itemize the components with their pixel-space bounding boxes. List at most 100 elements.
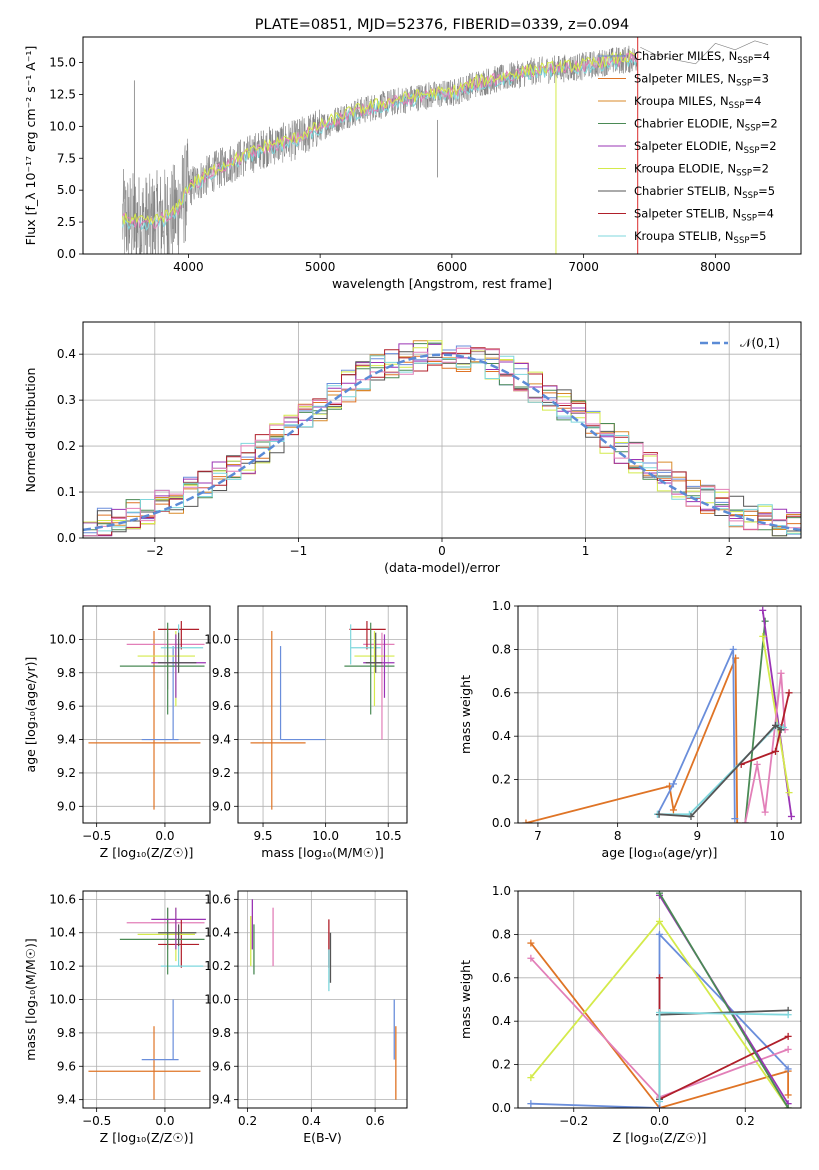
histogram-step xyxy=(83,347,801,537)
x-tick-label: 0.0 xyxy=(155,1114,174,1128)
axes-overlay: −0.2 0.0 0.2 0.0 0.2 0.4 0.6 0.8 1.0 Z [log₁₀(Z/Z… xyxy=(458,884,802,1145)
legend-subscript: SSP xyxy=(736,169,752,179)
x-tick-label: 6000 xyxy=(437,260,468,274)
panel-spectrum: 4000 5000 6000 7000 8000 0.0 2.5 5.0 7.5 10.0 12.5… xyxy=(23,17,802,291)
y-tick-label: 0.4 xyxy=(57,347,76,361)
y-axis-label: mass weight xyxy=(458,960,473,1039)
legend-count: =2 xyxy=(752,162,769,176)
x-tick-label: 7 xyxy=(534,829,542,843)
weight-line xyxy=(744,673,786,823)
legend-label: Kroupa STELIB, NSSP=5 xyxy=(634,229,766,246)
y-tick-label: 1.0 xyxy=(492,599,511,613)
y-tick-label: 10.2 xyxy=(204,959,231,973)
x-axis-label: age [log₁₀(age/yr)] xyxy=(602,845,718,860)
x-tick-label: −1 xyxy=(290,544,308,558)
axes-overlay: 4000 5000 6000 7000 8000 0.0 2.5 5.0 7.5 10.0 12.5… xyxy=(23,17,802,291)
x-tick-label: 0.6 xyxy=(366,1114,385,1128)
x-tick-label: 1 xyxy=(582,544,590,558)
y-tick-label: 10.6 xyxy=(204,892,231,906)
y-axis-label: age [log₁₀(age/yr)] xyxy=(23,657,38,773)
y-tick-label: 9.4 xyxy=(57,733,76,747)
y-tick-label: 15.0 xyxy=(49,56,76,70)
x-tick-label: 0.4 xyxy=(302,1114,321,1128)
legend-subscript: SSP xyxy=(745,124,761,134)
y-tick-label: 0.1 xyxy=(57,485,76,499)
y-tick-label: 0.0 xyxy=(57,247,76,261)
y-tick-label: 10.0 xyxy=(204,993,231,1007)
y-tick-label: 0.8 xyxy=(492,927,511,941)
legend-subscript: SSP xyxy=(744,146,760,156)
panel-mass-vs-Z: −0.5 0.0 9.4 9.6 9.8 10.0 10.2 10.4 10.6 Z [log₁₀… xyxy=(23,890,211,1145)
y-axis-label: mass weight xyxy=(458,675,473,754)
x-tick-label: 10.0 xyxy=(312,829,339,843)
x-tick-label: 0.2 xyxy=(238,1114,257,1128)
legend-label: Kroupa ELODIE, NSSP=2 xyxy=(634,162,769,179)
y-tick-label: 7.5 xyxy=(57,151,76,165)
weight-line xyxy=(530,942,789,1108)
y-tick-label: 0.2 xyxy=(492,773,511,787)
legend-count: =5 xyxy=(749,229,766,243)
legend-count: =4 xyxy=(744,94,761,108)
x-tick-label: −0.5 xyxy=(82,1114,111,1128)
model-spectrum xyxy=(122,55,637,231)
x-axis-label: Z [log₁₀(Z/Z☉)] xyxy=(100,845,194,860)
y-tick-label: 9.4 xyxy=(57,1093,76,1107)
y-tick-label: 0.4 xyxy=(492,1014,511,1028)
legend-count: =4 xyxy=(753,49,770,63)
legend-item: Chabrier ELODIE, NSSP=2 xyxy=(598,117,778,134)
y-tick-label: 10.4 xyxy=(49,926,76,940)
legend-label: Chabrier STELIB, NSSP=5 xyxy=(634,184,775,201)
y-tick-label: 9.8 xyxy=(57,1026,76,1040)
y-tick-label: 9.4 xyxy=(212,1093,231,1107)
y-tick-label: 5.0 xyxy=(57,183,76,197)
y-tick-label: 10.6 xyxy=(49,892,76,906)
axes-frame xyxy=(82,36,802,255)
y-tick-label: 9.6 xyxy=(57,699,76,713)
x-tick-label: 9.5 xyxy=(253,829,272,843)
legend-item: Chabrier STELIB, NSSP=5 xyxy=(598,184,775,201)
plot-area xyxy=(88,907,206,1100)
plot-area xyxy=(122,37,769,254)
x-tick-label: 10.5 xyxy=(375,829,402,843)
axes-overlay: −0.5 0.0 9.0 9.2 9.4 9.6 9.8 10.0 Z [log₁₀(Z/Z☉)… xyxy=(23,605,211,860)
y-axis-label: mass [log₁₀(M/M☉)] xyxy=(23,938,38,1060)
x-tick-label: 0.2 xyxy=(736,1114,755,1128)
axes-overlay: −0.5 0.0 9.4 9.6 9.8 10.0 10.2 10.4 10.6 Z [log₁₀… xyxy=(23,890,211,1145)
x-tick-label: 0.0 xyxy=(650,1114,669,1128)
x-tick-label: 2 xyxy=(725,544,733,558)
y-tick-label: 10.2 xyxy=(49,959,76,973)
plot-area xyxy=(527,891,792,1108)
weight-line xyxy=(740,692,790,766)
x-tick-label: 0.0 xyxy=(155,829,174,843)
weight-line xyxy=(744,621,766,823)
y-tick-label: 9.6 xyxy=(212,1059,231,1073)
model-spectrum xyxy=(122,50,637,225)
legend-subscript: SSP xyxy=(734,236,750,246)
plot-area xyxy=(250,621,395,810)
legend-subscript: SSP xyxy=(742,191,758,201)
y-tick-label: 0.0 xyxy=(57,531,76,545)
y-tick-label: 10.4 xyxy=(204,926,231,940)
y-tick-label: 10.0 xyxy=(49,993,76,1007)
legend-subscript: SSP xyxy=(736,79,752,89)
weight-line xyxy=(656,649,736,819)
panel-residuals: −2 −1 0 1 2 0.0 0.1 0.2 0.3 0.4 (data-model)/error… xyxy=(23,321,802,575)
x-tick-label: 8000 xyxy=(700,260,731,274)
x-axis-label: E(B-V) xyxy=(303,1130,342,1145)
plot-area xyxy=(522,606,795,823)
y-tick-label: 1.0 xyxy=(492,884,511,898)
legend-item: Salpeter MILES, NSSP=3 xyxy=(598,72,769,89)
y-tick-label: 9.8 xyxy=(57,666,76,680)
y-tick-label: 2.5 xyxy=(57,215,76,229)
model-spectrum xyxy=(122,52,637,229)
x-axis-label: mass [log₁₀(M/M☉)] xyxy=(261,845,383,860)
weight-line xyxy=(659,724,782,818)
axes-frame xyxy=(237,605,408,824)
x-tick-label: −0.5 xyxy=(82,829,111,843)
axes-overlay: −2 −1 0 1 2 0.0 0.1 0.2 0.3 0.4 (data-model)/error… xyxy=(23,321,802,575)
legend-item: Salpeter STELIB, NSSP=4 xyxy=(598,207,774,224)
legend-label: Chabrier ELODIE, NSSP=2 xyxy=(634,117,778,134)
y-tick-label: 10.0 xyxy=(49,632,76,646)
axes-overlay: 9.5 10.0 10.5 9.0 9.2 9.4 9.6 9.8 10.0 mass [log₁… xyxy=(204,605,408,860)
